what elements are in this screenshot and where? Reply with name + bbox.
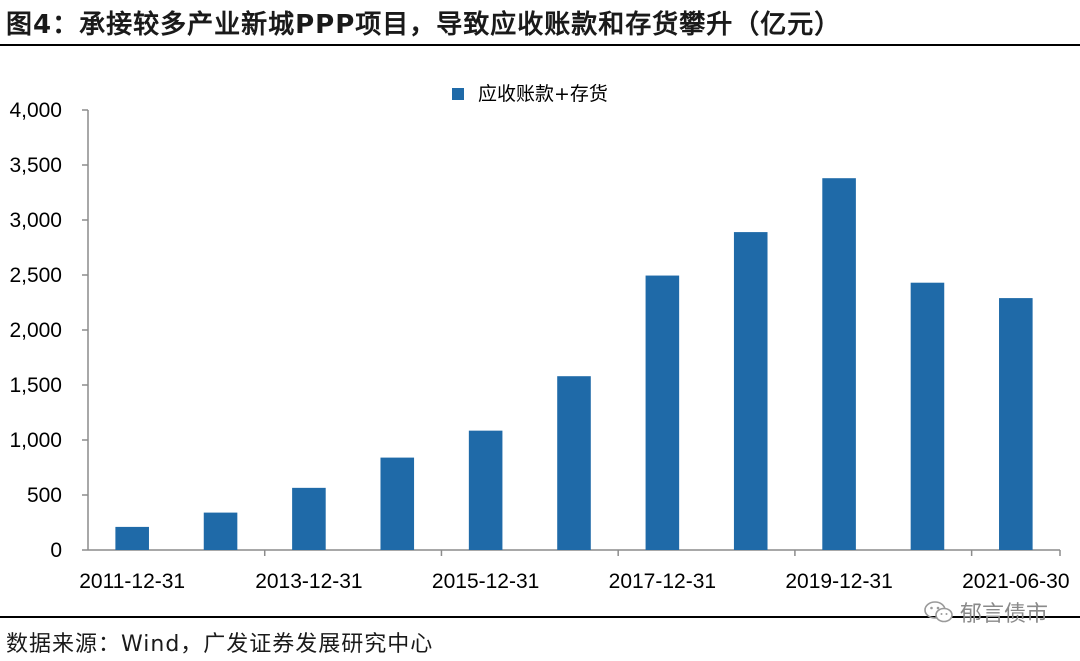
bars: [115, 178, 1033, 550]
bar: [468, 430, 503, 550]
y-tick-label: 1,500: [9, 374, 62, 397]
bar: [203, 512, 238, 550]
x-tick-label: 2013-12-31: [255, 570, 362, 593]
watermark: 郁言债市: [924, 596, 1048, 628]
bar: [115, 526, 149, 550]
y-tick-label: 2,000: [9, 319, 62, 342]
legend: 应收账款+存货: [452, 83, 608, 105]
y-tick-label: 4,000: [9, 99, 62, 122]
x-tick-label: 2021-06-30: [962, 570, 1069, 593]
y-tick-label: 3,500: [9, 154, 62, 177]
bar: [822, 178, 856, 550]
x-axis: 2011-12-31 2013-12-31 2015-12-31 2017-12-31…: [79, 549, 1070, 593]
bar: [645, 275, 680, 550]
x-tick-label: 2019-12-31: [785, 570, 892, 593]
x-tick-label: 2017-12-31: [609, 570, 716, 593]
watermark-text: 郁言债市: [959, 602, 1048, 627]
bar: [999, 298, 1033, 550]
x-tick-label: 2015-12-31: [432, 570, 539, 593]
legend-label: 应收账款+存货: [478, 83, 608, 105]
bar: [910, 282, 945, 550]
wechat-icon: [924, 601, 953, 623]
y-axis: 0 500 1,000 1,500 2,000 2,500 3,000 3,500 4,000: [9, 99, 89, 562]
y-tick-label: 1,000: [9, 429, 62, 452]
bar-chart: 05001,0001,5002,0002,5003,0003,5004,000 …: [9, 83, 1070, 593]
bar: [292, 487, 326, 550]
bar: [380, 457, 415, 550]
y-tick-label: 2,500: [9, 264, 62, 287]
y-tick-label: 0: [50, 539, 62, 562]
chart-title: 图4：承接较多产业新城PPP项目，导致应收账款和存货攀升（亿元）: [6, 10, 842, 40]
source-note: 数据来源：Wind，广发证券发展研究中心: [6, 632, 434, 657]
title-divider: [0, 44, 1080, 46]
footer-divider: [0, 616, 1080, 618]
y-tick-label: 3,000: [9, 209, 62, 232]
bar: [733, 232, 768, 550]
x-tick-label: 2011-12-31: [79, 570, 185, 593]
bar: [557, 376, 591, 550]
y-tick-label: 500: [27, 484, 62, 507]
legend-swatch: [452, 88, 464, 100]
